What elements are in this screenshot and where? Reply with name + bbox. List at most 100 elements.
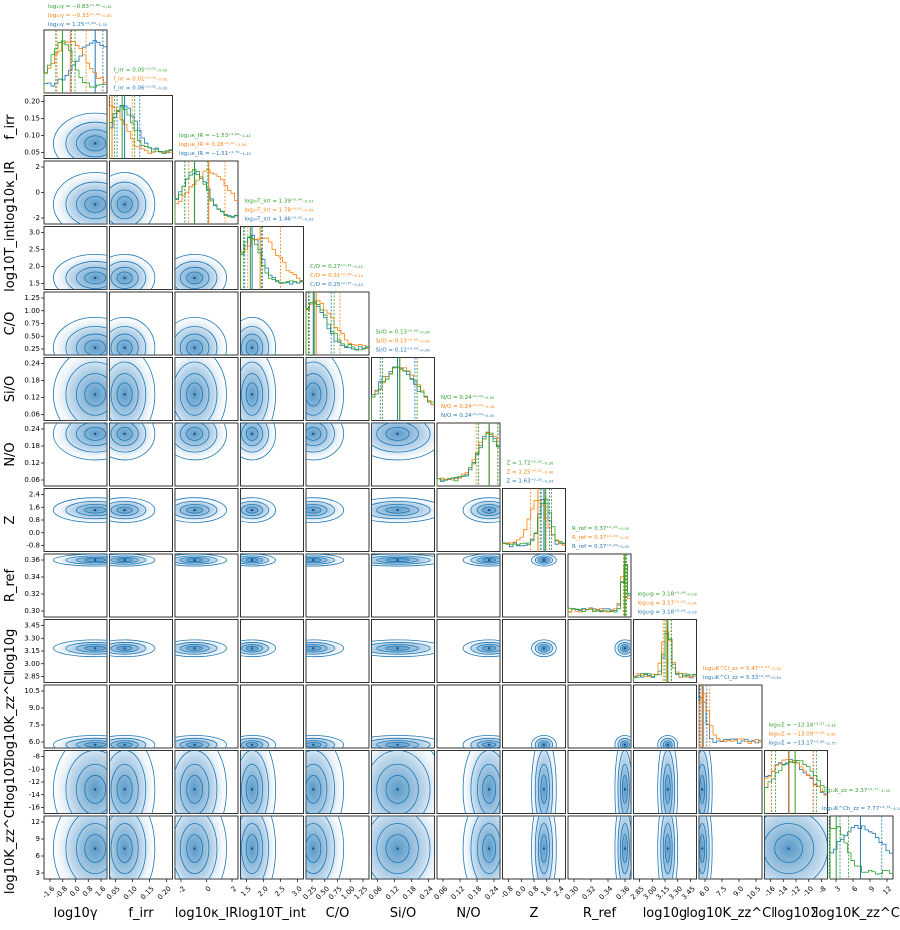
summary-green: log₁₀γ = −0.83⁺⁰·⁸⁰₋₀.₄₂ xyxy=(48,3,112,10)
x-tick-label: 0.0 xyxy=(68,885,82,899)
contour-panel-log_T_int-C_O xyxy=(240,291,304,356)
hist-panel-Si_O xyxy=(371,357,435,421)
contour-panel-Si_O-log_Kzz_Cl xyxy=(371,684,435,749)
summary-orange: R_ref = 0.37⁺⁰·⁰⁰₋₀.₀₀ xyxy=(572,534,630,541)
y-tick-label: 3.15 xyxy=(24,647,40,655)
x-tick-label: -1.6 xyxy=(41,884,57,900)
y-tick-label: 1.5 xyxy=(29,280,40,288)
summary-blue: log₁₀γ = 1.25⁺⁰·⁴⁹₋₁.₅₀ xyxy=(48,21,108,28)
y-axis-label: C/O xyxy=(3,312,18,336)
contour-panel-logg_gamma-log_Kzz_Cl: 6.0 7.5 9.0 10.5 log10K_zz^Cl xyxy=(3,672,108,761)
hist-panel-R_ref xyxy=(567,553,632,618)
x-axis-label: log10κ_IR xyxy=(175,906,238,921)
contour-panel-Z-log_g xyxy=(502,619,566,683)
contour-panel-f_irr-R_ref xyxy=(109,553,173,618)
y-axis-label: log10g xyxy=(3,629,18,674)
x-axis-label: C/O xyxy=(326,906,350,921)
y-tick-label: 0.18 xyxy=(24,442,40,450)
y-tick-label: 0.50 xyxy=(24,332,40,340)
x-tick-label: 0 xyxy=(204,885,213,894)
contour-panel-Z-log_Kzz_Cl xyxy=(502,684,566,749)
x-tick-label: 1.25 xyxy=(353,885,370,902)
y-axis-label: log10Σ̇ xyxy=(3,760,18,805)
y-tick-label: 2.0 xyxy=(29,263,40,271)
y-tick-label: -2 xyxy=(33,214,40,222)
x-tick-label: 0.30 xyxy=(564,885,581,902)
y-axis-label: log10T_int xyxy=(3,224,18,292)
contour-panel-log_kappa_IR-log_Kzz_Ch: -2 0 2 log10κ_IR xyxy=(174,815,239,921)
x-tick-label: 6.0 xyxy=(698,885,712,899)
x-tick-label: 0.12 xyxy=(450,885,467,902)
summary-orange: log₁₀Σ̇ = −13.09⁺³·⁸⁶₋₂.₈₀ xyxy=(769,731,837,738)
x-axis-label: log10K_zz^Ch xyxy=(815,906,900,921)
x-tick-label: -12 xyxy=(789,885,803,899)
x-axis-label: log10γ xyxy=(53,906,97,921)
y-tick-label: 0.06 xyxy=(24,476,40,484)
summary-orange: f_irr = 0.01⁺⁰·⁰⁸₋₀.₀₁ xyxy=(114,76,168,83)
x-tick-label: 2 xyxy=(230,885,239,894)
hist-panel-log_Sigma xyxy=(764,750,828,814)
hist-panel-log_Kzz_Ch: 3 6 9 12 log10K_zz^Ch xyxy=(815,815,900,921)
summary-orange: log₁₀γ = −0.33⁺¹·⁰⁰₋₀.₈₅ xyxy=(48,12,112,19)
contour-panel-logg_gamma-C_O: 0.25 0.50 0.75 1.00 1.25 C/O xyxy=(3,291,108,356)
y-tick-label: -16 xyxy=(29,804,41,812)
y-tick-label: 3 xyxy=(36,869,40,877)
y-tick-label: 0.34 xyxy=(24,573,40,581)
y-tick-label: 12 xyxy=(31,818,40,826)
contour-panel-log_kappa_IR-R_ref xyxy=(174,553,239,618)
x-tick-label: -10 xyxy=(801,885,815,899)
contour-panel-R_ref-log_Sigma xyxy=(567,750,632,814)
y-tick-label: -8 xyxy=(33,753,40,761)
x-tick-label: 3 xyxy=(834,885,843,894)
x-tick-label: 12 xyxy=(881,885,893,897)
x-tick-label: -8 xyxy=(817,885,828,896)
contour-panel-N_O-R_ref xyxy=(436,553,501,618)
contour-panel-N_O-log_g xyxy=(436,619,501,683)
summary-green: log₁₀κ_IR = −1.53⁺¹·⁶⁹₋₁.₂₂ xyxy=(179,132,251,139)
x-axis-label: log10Σ̇ xyxy=(774,906,819,921)
y-axis-label: log10κ_IR xyxy=(3,161,18,224)
x-tick-label: 0.0 xyxy=(514,885,528,899)
x-tick-label: 0.05 xyxy=(105,885,122,902)
contour-panel-f_irr-Si_O xyxy=(109,357,173,421)
contour-panel-log_kappa_IR-log_g xyxy=(174,619,239,683)
y-tick-label: 0.18 xyxy=(24,377,40,385)
x-tick-label: 1.5 xyxy=(239,885,253,899)
y-tick-label: 9 xyxy=(36,835,40,843)
contour-panel-N_O-log_Kzz_Cl xyxy=(436,684,501,749)
summary-green: N/O = 0.24⁺⁰·⁰⁴₋₀.₀₅ xyxy=(441,394,494,401)
contour-panel-C_O-R_ref xyxy=(305,553,370,618)
x-tick-label: 3.45 xyxy=(680,885,697,902)
summary-orange: log₁₀κ_IR = 0.28⁺²·⁰⁷₋₂.₅₄ xyxy=(179,141,247,148)
summary-green: log₁₀Σ̇ = −12.14⁺³·³⁷₋₃.₁₂ xyxy=(769,722,836,729)
contour-panel-log_Kzz_Cl-log_Sigma xyxy=(698,750,763,814)
y-tick-label: 0.06 xyxy=(24,411,40,419)
contour-panel-logg_gamma-Si_O: 0.06 0.12 0.18 0.24 Si/O xyxy=(3,357,108,421)
y-tick-label: 3.45 xyxy=(24,622,40,630)
contour-panel-logg_gamma-R_ref: 0.30 0.32 0.34 0.36 R_ref xyxy=(3,553,108,618)
y-axis-label: Si/O xyxy=(3,376,18,402)
contour-panel-log_T_int-N_O xyxy=(240,422,304,487)
hist-panel-log_g xyxy=(633,619,697,683)
y-tick-label: 1.6 xyxy=(29,503,41,511)
contour-panel-log_g-log_Kzz_Cl xyxy=(633,684,697,749)
x-tick-label: -0.8 xyxy=(54,885,69,900)
y-tick-label: 0.05 xyxy=(24,149,40,157)
contour-panel-N_O-log_Kzz_Ch: 0.06 0.12 0.18 0.24 N/O xyxy=(433,815,501,921)
y-tick-label: 6.0 xyxy=(29,738,40,746)
summary-green: log₁₀K_zz = 2.37⁺²·⁷⁷₋₁.₅₄ xyxy=(822,787,891,794)
contour-panel-log_T_int-Z xyxy=(240,488,304,552)
summary-orange: Si/O = 0.13⁺⁰·⁰⁸₋₀.₀₈ xyxy=(376,338,431,345)
y-axis-label: log10K_zz^Ch xyxy=(3,801,18,894)
y-tick-label: 0.30 xyxy=(24,607,40,615)
y-tick-label: 2.4 xyxy=(29,491,41,499)
contour-panel-log_kappa_IR-Z xyxy=(174,488,239,552)
x-tick-label: 0.8 xyxy=(527,885,541,899)
summary-orange: N/O = 0.24⁺⁰·⁰⁴₋₀.₀₆ xyxy=(441,403,495,410)
y-axis-label: log10K_zz^Cl xyxy=(3,672,18,761)
x-tick-label: 0.34 xyxy=(598,884,615,901)
contour-panel-C_O-log_Kzz_Cl xyxy=(305,684,370,749)
